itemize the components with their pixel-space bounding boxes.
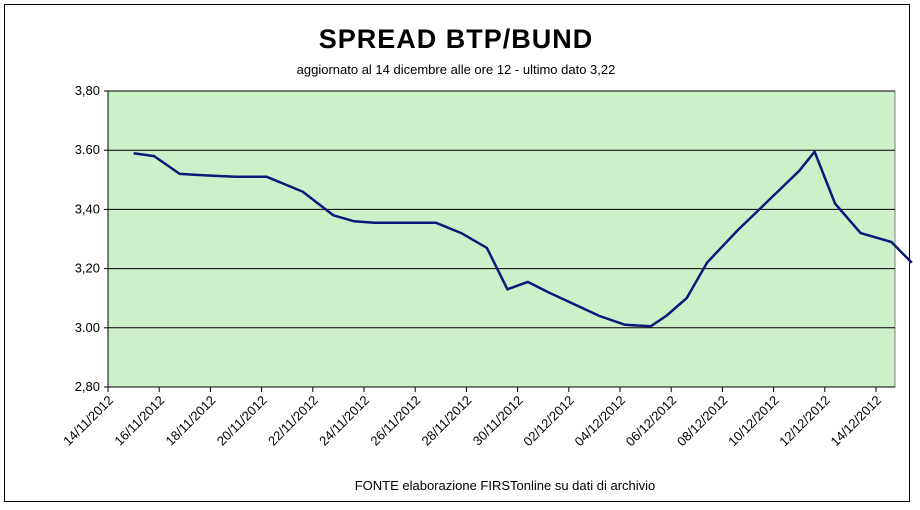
x-tick-label: 12/12/2012 [776, 393, 833, 450]
x-tick-label: 28/11/2012 [419, 393, 475, 449]
chart-subtitle: aggiornato al 14 dicembre alle ore 12 - … [296, 62, 616, 77]
x-tick-label: 10/12/2012 [725, 393, 782, 450]
y-tick-label: 3,40 [75, 201, 100, 216]
grid-lines [107, 90, 895, 388]
x-tick-label: 26/11/2012 [367, 393, 423, 449]
x-tick-label: 14/11/2012 [60, 393, 116, 449]
y-tick-label: 3.60 [75, 142, 100, 157]
x-tick-label: 18/11/2012 [163, 393, 219, 449]
x-tick-label: 06/12/2012 [623, 393, 680, 450]
plot-area [107, 90, 896, 388]
x-tick-label: 14/12/2012 [827, 393, 884, 450]
y-tick-label: 3,80 [75, 83, 100, 98]
y-axis-ticks: 3,80 3.60 3,40 3,20 3.00 2,80 [75, 83, 108, 394]
y-tick-label: 2,80 [75, 379, 100, 394]
chart-title: SPREAD BTP/BUND [318, 24, 594, 54]
x-axis-ticks: 14/11/201216/11/201218/11/201220/11/2012… [60, 387, 884, 449]
y-tick-label: 3,20 [75, 261, 100, 276]
chart-source: FONTE elaborazione FIRSTonline su dati d… [354, 478, 656, 493]
x-tick-label: 04/12/2012 [571, 393, 628, 450]
series-line [133, 150, 913, 328]
x-tick-label: 08/12/2012 [674, 393, 731, 450]
x-tick-label: 24/11/2012 [316, 393, 372, 449]
x-tick-label: 22/11/2012 [265, 393, 321, 449]
x-tick-label: 16/11/2012 [111, 393, 167, 449]
x-tick-label: 20/11/2012 [214, 393, 270, 449]
x-tick-label: 30/11/2012 [470, 393, 526, 449]
x-tick-label: 02/12/2012 [520, 393, 577, 450]
y-tick-label: 3.00 [75, 320, 100, 335]
